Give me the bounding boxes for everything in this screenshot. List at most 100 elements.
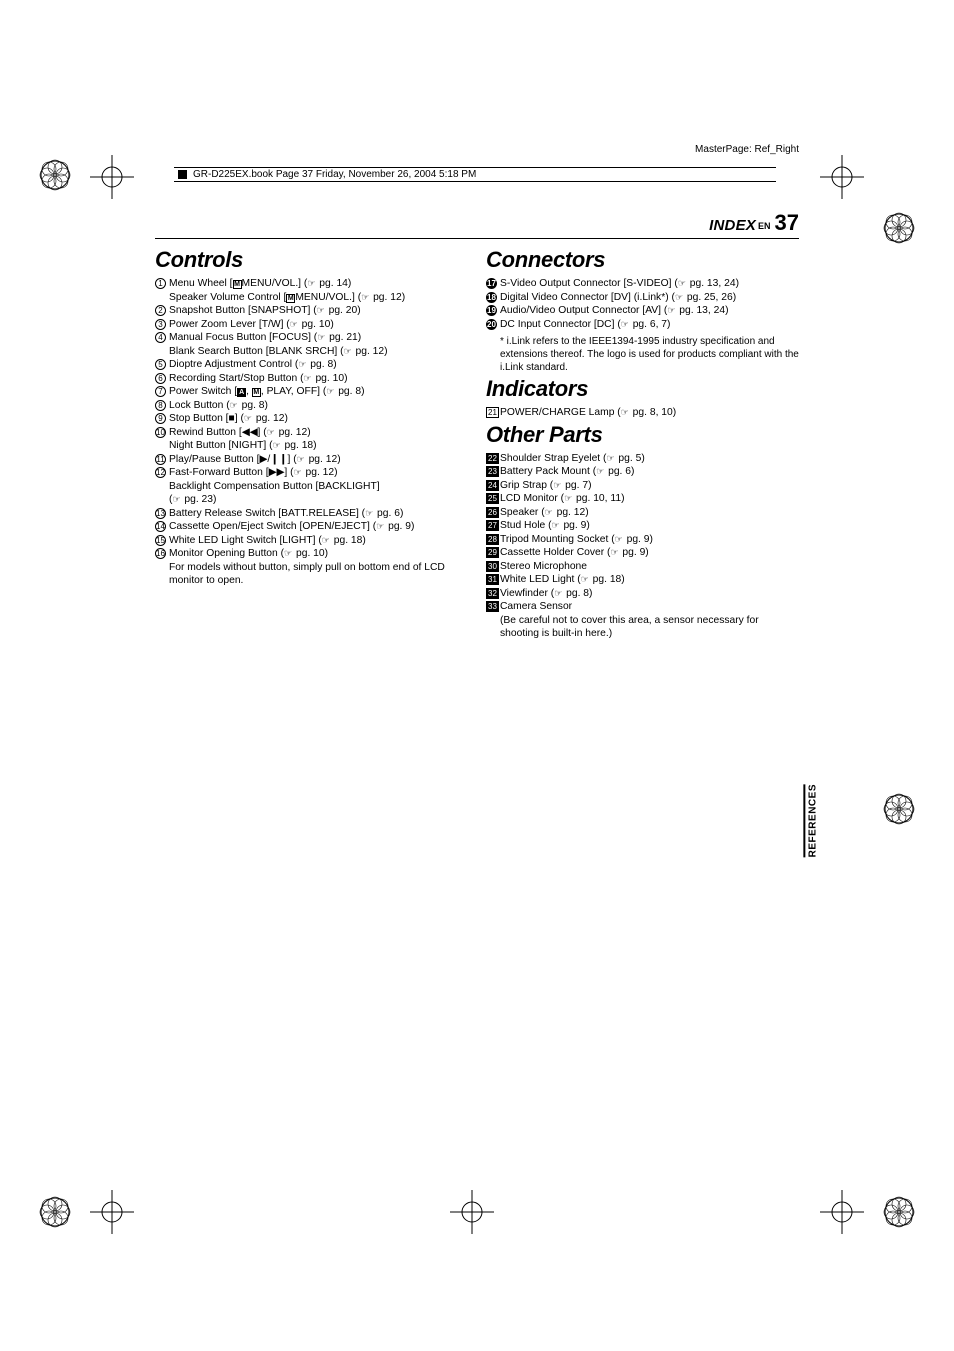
- page-header: INDEX EN 37: [155, 210, 799, 239]
- index-entry: 20DC Input Connector [DC] (☞ pg. 6, 7): [486, 318, 799, 332]
- index-entry: (Be careful not to cover this area, a se…: [486, 614, 799, 641]
- index-entry: 2Snapshot Button [SNAPSHOT] (☞ pg. 20): [155, 304, 468, 318]
- index-entry-text: Dioptre Adjustment Control (☞ pg. 8): [169, 358, 468, 372]
- rosette-icon: [882, 792, 916, 826]
- index-entry-text: Speaker (☞ pg. 12): [500, 506, 799, 520]
- index-entry-text: Play/Pause Button [▶/❙❙] (☞ pg. 12): [169, 453, 468, 467]
- index-entry-text: White LED Light (☞ pg. 18): [500, 573, 799, 587]
- index-entry: 4Manual Focus Button [FOCUS] (☞ pg. 21): [155, 331, 468, 345]
- index-entry: 27Stud Hole (☞ pg. 9): [486, 519, 799, 533]
- masterpage-label: MasterPage: Ref_Right: [695, 144, 799, 155]
- index-entry-text: Stop Button [■] (☞ pg. 12): [169, 412, 468, 426]
- index-entry-text: Power Switch [A, M, PLAY, OFF] (☞ pg. 8): [169, 385, 468, 399]
- index-entry-text: Blank Search Button [BLANK SRCH] (☞ pg. …: [169, 345, 468, 359]
- index-entry: 18Digital Video Connector [DV] (i.Link*)…: [486, 291, 799, 305]
- lang-label: EN: [758, 221, 771, 231]
- rosette-icon: [38, 158, 72, 192]
- index-entry-text: Snapshot Button [SNAPSHOT] (☞ pg. 20): [169, 304, 468, 318]
- rosette-icon: [38, 1195, 72, 1229]
- header-strip: GR-D225EX.book Page 37 Friday, November …: [174, 167, 776, 182]
- strip-marker-icon: [178, 170, 187, 179]
- index-entry: For models without button, simply pull o…: [155, 561, 468, 588]
- section-heading: Other Parts: [486, 422, 799, 448]
- index-entry-text: Camera Sensor: [500, 600, 799, 614]
- crop-mark-icon: [820, 1190, 864, 1234]
- right-column: Connectors 17S-Video Output Connector [S-…: [486, 245, 799, 641]
- index-entry-text: Battery Pack Mount (☞ pg. 6): [500, 465, 799, 479]
- index-entry-text: Stud Hole (☞ pg. 9): [500, 519, 799, 533]
- index-entry-text: S-Video Output Connector [S-VIDEO] (☞ pg…: [500, 277, 799, 291]
- index-entry: 16Monitor Opening Button (☞ pg. 10): [155, 547, 468, 561]
- index-entry: 23Battery Pack Mount (☞ pg. 6): [486, 465, 799, 479]
- index-entry: 26Speaker (☞ pg. 12): [486, 506, 799, 520]
- index-entry-text: White LED Light Switch [LIGHT] (☞ pg. 18…: [169, 534, 468, 548]
- index-entry-text: Tripod Mounting Socket (☞ pg. 9): [500, 533, 799, 547]
- index-entry: 24Grip Strap (☞ pg. 7): [486, 479, 799, 493]
- index-entry-text: Manual Focus Button [FOCUS] (☞ pg. 21): [169, 331, 468, 345]
- index-entry: 21POWER/CHARGE Lamp (☞ pg. 8, 10): [486, 406, 799, 420]
- rosette-icon: [882, 211, 916, 245]
- index-entry-text: Viewfinder (☞ pg. 8): [500, 587, 799, 601]
- index-entry-text: Speaker Volume Control [MMENU/VOL.] (☞ p…: [169, 291, 468, 305]
- index-entry-text: Fast-Forward Button [▶▶] (☞ pg. 12): [169, 466, 468, 480]
- index-entry: 7Power Switch [A, M, PLAY, OFF] (☞ pg. 8…: [155, 385, 468, 399]
- index-entry-text: Rewind Button [◀◀] (☞ pg. 12): [169, 426, 468, 440]
- index-entry: 19Audio/Video Output Connector [AV] (☞ p…: [486, 304, 799, 318]
- section-heading: Indicators: [486, 376, 799, 402]
- index-entry: 1Menu Wheel [MMENU/VOL.] (☞ pg. 14): [155, 277, 468, 291]
- index-entry-text: (☞ pg. 23): [169, 493, 468, 507]
- index-entry-text: Cassette Holder Cover (☞ pg. 9): [500, 546, 799, 560]
- index-entry: 14Cassette Open/Eject Switch [OPEN/EJECT…: [155, 520, 468, 534]
- index-entry: 28Tripod Mounting Socket (☞ pg. 9): [486, 533, 799, 547]
- footnote: * i.Link refers to the IEEE1394-1995 ind…: [500, 335, 799, 374]
- index-entry-text: Monitor Opening Button (☞ pg. 10): [169, 547, 468, 561]
- index-entry-text: Shoulder Strap Eyelet (☞ pg. 5): [500, 452, 799, 466]
- index-entry: (☞ pg. 23): [155, 493, 468, 507]
- index-entry-text: Power Zoom Lever [T/W] (☞ pg. 10): [169, 318, 468, 332]
- index-entry-text: For models without button, simply pull o…: [169, 561, 468, 588]
- index-entry: 29Cassette Holder Cover (☞ pg. 9): [486, 546, 799, 560]
- index-entry-text: Cassette Open/Eject Switch [OPEN/EJECT] …: [169, 520, 468, 534]
- section-tab: REFERENCES: [807, 784, 818, 857]
- index-entry: 6Recording Start/Stop Button (☞ pg. 10): [155, 372, 468, 386]
- crop-mark-icon: [450, 1190, 494, 1234]
- section-heading: Connectors: [486, 247, 799, 273]
- index-entry-text: Night Button [NIGHT] (☞ pg. 18): [169, 439, 468, 453]
- index-entry-text: Backlight Compensation Button [BACKLIGHT…: [169, 480, 468, 494]
- index-entry: 9Stop Button [■] (☞ pg. 12): [155, 412, 468, 426]
- index-entry-text: Digital Video Connector [DV] (i.Link*) (…: [500, 291, 799, 305]
- index-entry: 25LCD Monitor (☞ pg. 10, 11): [486, 492, 799, 506]
- crop-mark-icon: [90, 1190, 134, 1234]
- index-entry-text: LCD Monitor (☞ pg. 10, 11): [500, 492, 799, 506]
- index-entry-text: Lock Button (☞ pg. 8): [169, 399, 468, 413]
- index-entry-text: Menu Wheel [MMENU/VOL.] (☞ pg. 14): [169, 277, 468, 291]
- left-column: Controls 1Menu Wheel [MMENU/VOL.] (☞ pg. …: [155, 245, 468, 641]
- index-entry: 3Power Zoom Lever [T/W] (☞ pg. 10): [155, 318, 468, 332]
- index-entry-text: Audio/Video Output Connector [AV] (☞ pg.…: [500, 304, 799, 318]
- index-entry: Night Button [NIGHT] (☞ pg. 18): [155, 439, 468, 453]
- index-entry-text: DC Input Connector [DC] (☞ pg. 6, 7): [500, 318, 799, 332]
- section-heading: Controls: [155, 247, 468, 273]
- index-entry: 12Fast-Forward Button [▶▶] (☞ pg. 12): [155, 466, 468, 480]
- index-entry: Speaker Volume Control [MMENU/VOL.] (☞ p…: [155, 291, 468, 305]
- index-entry: 15White LED Light Switch [LIGHT] (☞ pg. …: [155, 534, 468, 548]
- index-entry: 31White LED Light (☞ pg. 18): [486, 573, 799, 587]
- index-entry: 13Battery Release Switch [BATT.RELEASE] …: [155, 507, 468, 521]
- index-entry-text: Stereo Microphone: [500, 560, 799, 574]
- rosette-icon: [882, 1195, 916, 1229]
- index-entry: 33Camera Sensor: [486, 600, 799, 614]
- index-entry-text: Grip Strap (☞ pg. 7): [500, 479, 799, 493]
- index-entry: 8Lock Button (☞ pg. 8): [155, 399, 468, 413]
- header-strip-text: GR-D225EX.book Page 37 Friday, November …: [193, 168, 476, 182]
- index-entry: 17S-Video Output Connector [S-VIDEO] (☞ …: [486, 277, 799, 291]
- page-content: INDEX EN 37 Controls 1Menu Wheel [MMENU/V…: [155, 210, 799, 641]
- index-entry: Blank Search Button [BLANK SRCH] (☞ pg. …: [155, 345, 468, 359]
- index-entry: 22Shoulder Strap Eyelet (☞ pg. 5): [486, 452, 799, 466]
- index-entry-text: (Be careful not to cover this area, a se…: [500, 614, 799, 641]
- page-number: 37: [775, 210, 799, 236]
- index-entry-text: Recording Start/Stop Button (☞ pg. 10): [169, 372, 468, 386]
- index-entry: Backlight Compensation Button [BACKLIGHT…: [155, 480, 468, 494]
- index-entry: 30Stereo Microphone: [486, 560, 799, 574]
- index-entry-text: POWER/CHARGE Lamp (☞ pg. 8, 10): [500, 406, 799, 420]
- index-entry: 5Dioptre Adjustment Control (☞ pg. 8): [155, 358, 468, 372]
